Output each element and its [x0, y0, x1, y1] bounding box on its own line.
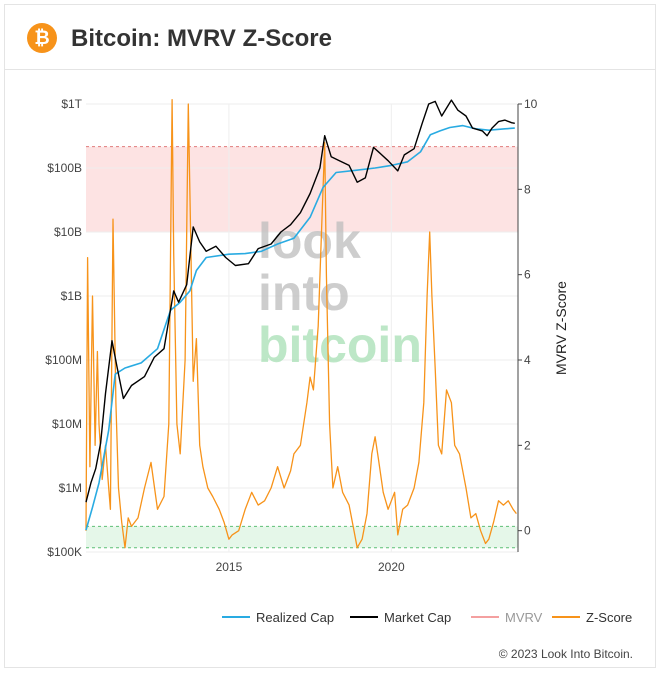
y-right-tick-label: 10 — [524, 97, 538, 111]
series-z-score — [85, 99, 517, 549]
y-left-tick-label: $100K — [47, 545, 82, 559]
y-right-axis-title: MVRV Z-Score — [553, 281, 569, 375]
y-left-tick-label: $10B — [54, 225, 82, 239]
y-right-tick-label: 6 — [524, 268, 531, 282]
copyright-footer: © 2023 Look Into Bitcoin. — [498, 647, 633, 661]
band-overvalued — [86, 146, 518, 232]
series-market-cap — [85, 99, 515, 503]
y-right-tick-label: 0 — [524, 524, 531, 538]
y-right-tick-label: 4 — [524, 353, 531, 367]
legend-label: MVRV — [505, 610, 543, 625]
x-tick-label: 2020 — [378, 560, 405, 574]
y-left-tick-label: $1M — [59, 481, 82, 495]
y-right-tick-label: 2 — [524, 438, 531, 452]
y-left-tick-label: $100B — [47, 161, 82, 175]
legend-label: Realized Cap — [256, 610, 334, 625]
chart-header: ₿ Bitcoin: MVRV Z-Score — [5, 5, 655, 70]
legend-label: Z-Score — [586, 610, 632, 625]
band-undervalued — [86, 526, 518, 548]
y-left-tick-label: $10M — [52, 417, 82, 431]
x-tick-label: 2015 — [216, 560, 243, 574]
chart-title: Bitcoin: MVRV Z-Score — [71, 25, 332, 52]
watermark-word: into — [258, 265, 350, 321]
bitcoin-icon: ₿ — [27, 23, 57, 53]
y-left-tick-label: $1B — [61, 289, 82, 303]
watermark-word: look — [258, 213, 361, 269]
legend-label: Market Cap — [384, 610, 451, 625]
watermark-word: bitcoin — [258, 317, 422, 373]
series-realized-cap — [85, 124, 515, 531]
y-left-tick-label: $1T — [61, 97, 82, 111]
y-left-tick-label: $100M — [45, 353, 82, 367]
y-right-tick-label: 8 — [524, 182, 531, 196]
chart-card: ₿ Bitcoin: MVRV Z-Score © 2023 Look Into… — [4, 4, 656, 668]
